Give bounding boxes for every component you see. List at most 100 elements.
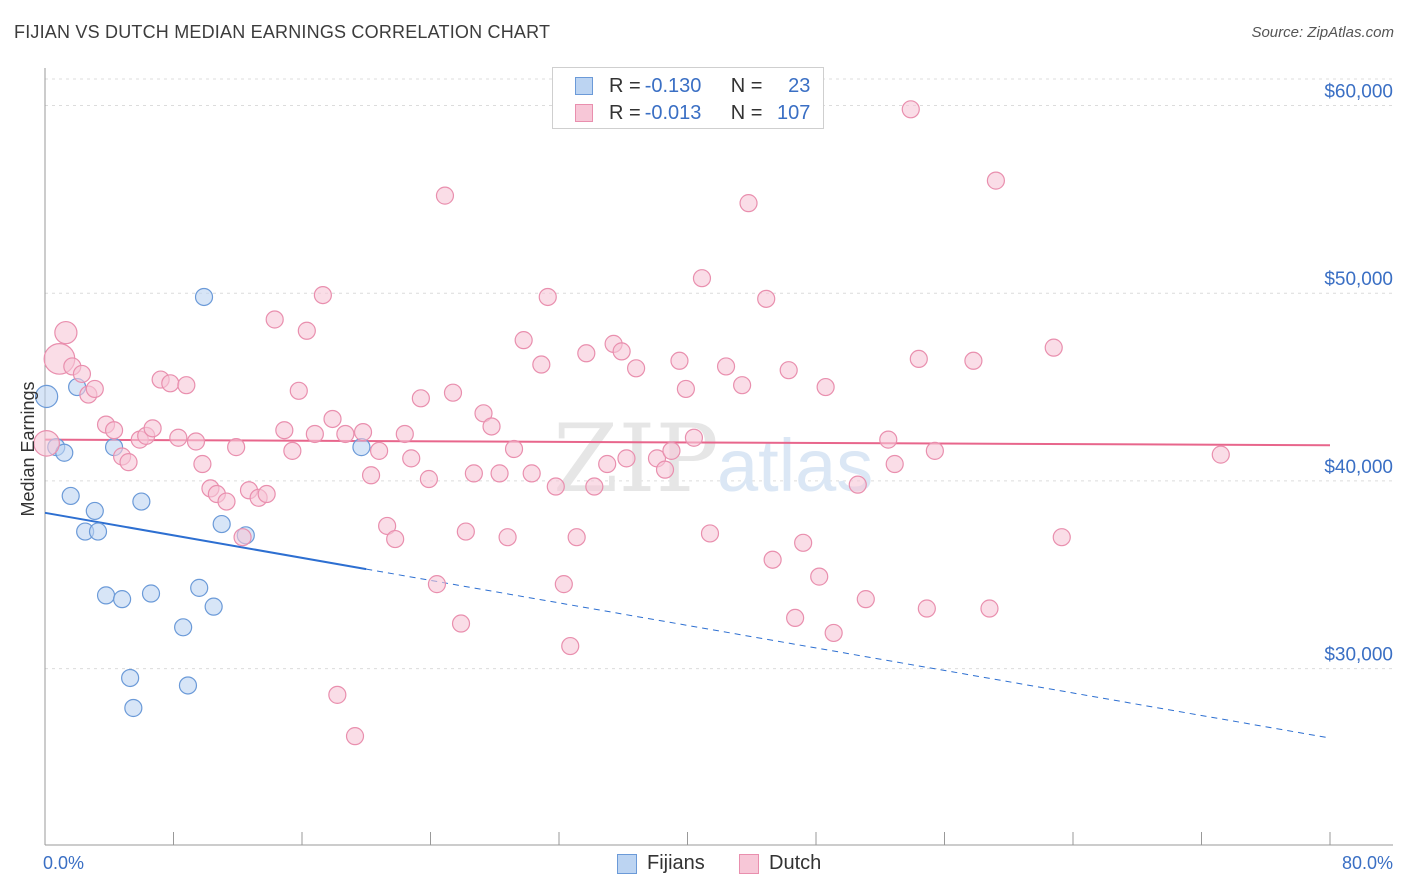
dutch-point bbox=[104, 421, 124, 440]
dutch-point bbox=[169, 428, 188, 447]
dutch-point bbox=[612, 342, 631, 361]
dutch-point bbox=[419, 469, 438, 489]
r-value: -0.130 bbox=[644, 74, 702, 97]
n-value: 107 bbox=[777, 101, 811, 124]
dutch-point bbox=[313, 285, 332, 305]
fijians-point bbox=[121, 668, 140, 688]
dutch-point bbox=[964, 351, 983, 370]
dutch-point bbox=[233, 528, 252, 547]
legend-row-fijians: R = -0.130 N = 23 bbox=[575, 74, 810, 98]
dutch-point bbox=[257, 484, 276, 504]
legend-row-dutch: R = -0.013 N = 107 bbox=[575, 101, 810, 125]
dutch-point bbox=[692, 269, 712, 288]
r-label: R = bbox=[609, 74, 641, 97]
dutch-point bbox=[297, 321, 316, 340]
x-tick-label-min: 0.0% bbox=[43, 853, 84, 873]
chart-title: FIJIAN VS DUTCH MEDIAN EARNINGS CORRELAT… bbox=[14, 22, 551, 42]
fijians-point bbox=[178, 676, 198, 695]
dutch-point bbox=[626, 359, 646, 378]
stats-legend: R = -0.130 N = 23 R = -0.013 N = 107 bbox=[552, 67, 824, 129]
dutch-point bbox=[810, 567, 829, 586]
fijians-legend-label: Fijians bbox=[647, 852, 705, 874]
dutch-point bbox=[33, 430, 60, 457]
fijians-point bbox=[204, 597, 223, 616]
gridlines bbox=[45, 78, 1393, 670]
dutch-point bbox=[655, 460, 675, 479]
fijians-point bbox=[132, 492, 151, 511]
dutch-point bbox=[514, 331, 533, 350]
dutch-point bbox=[498, 528, 517, 547]
r-value: -0.013 bbox=[644, 101, 702, 124]
dutch-point bbox=[577, 344, 596, 363]
dutch-point bbox=[482, 417, 501, 436]
dutch-point bbox=[786, 608, 805, 628]
fijians-point bbox=[174, 618, 193, 637]
dutch-point bbox=[386, 529, 405, 549]
dutch-point bbox=[824, 623, 843, 643]
dutch-point bbox=[676, 379, 695, 399]
y-axis-title: Median Earnings bbox=[18, 381, 38, 516]
fijians-point bbox=[124, 698, 143, 718]
dutch-point bbox=[443, 383, 463, 402]
dutch-point bbox=[561, 636, 580, 656]
watermark-zip: ZIP bbox=[553, 405, 719, 514]
dutch-point bbox=[554, 575, 573, 594]
dutch-point bbox=[546, 477, 565, 496]
dutch-point bbox=[186, 432, 206, 451]
dutch-point bbox=[119, 453, 138, 472]
dutch-point bbox=[856, 590, 875, 609]
dutch-point bbox=[217, 492, 236, 511]
dutch-point bbox=[848, 475, 867, 494]
dutch-point bbox=[617, 449, 636, 468]
dutch-point bbox=[227, 438, 246, 457]
fijians-point bbox=[88, 522, 108, 541]
dutch-point bbox=[143, 419, 162, 438]
dutch-point bbox=[733, 376, 752, 395]
dutch-point bbox=[598, 454, 617, 474]
dutch-points bbox=[33, 100, 1230, 746]
dutch-point bbox=[670, 351, 689, 370]
dutch-point bbox=[716, 357, 736, 376]
dutch-point bbox=[345, 727, 365, 746]
dutch-point bbox=[1211, 445, 1230, 464]
fijians-point bbox=[352, 438, 371, 457]
dutch-swatch bbox=[575, 104, 593, 122]
dutch-point bbox=[85, 379, 104, 399]
dutch-point bbox=[54, 320, 78, 345]
dutch-point bbox=[757, 289, 776, 308]
dutch-point bbox=[456, 522, 475, 541]
dutch-point bbox=[763, 550, 782, 569]
legend-item-dutch[interactable]: Dutch bbox=[739, 852, 821, 875]
dutch-point bbox=[980, 599, 999, 618]
y-tick-label: $60,000 bbox=[1324, 82, 1393, 103]
dutch-point bbox=[161, 374, 180, 393]
dutch-point bbox=[451, 614, 471, 633]
dutch-point bbox=[402, 449, 421, 468]
dutch-point bbox=[700, 524, 720, 543]
dutch-point bbox=[1044, 338, 1063, 357]
fijians-point bbox=[212, 514, 231, 534]
dutch-point bbox=[464, 464, 483, 483]
legend-item-fijians[interactable]: Fijians bbox=[617, 852, 705, 875]
dutch-point bbox=[879, 430, 898, 449]
dutch-legend-swatch bbox=[739, 853, 759, 874]
fijians-point bbox=[96, 586, 116, 605]
dutch-point bbox=[816, 377, 835, 397]
dutch-point bbox=[925, 441, 944, 460]
fijians-point bbox=[85, 501, 104, 521]
dutch-point bbox=[395, 424, 414, 444]
dutch-point bbox=[1052, 528, 1071, 547]
n-label: N = bbox=[730, 101, 763, 124]
dutch-point bbox=[585, 477, 604, 496]
fijians-point bbox=[34, 384, 59, 409]
dutch-point bbox=[378, 516, 397, 536]
dutch-point bbox=[538, 287, 557, 307]
fijians-point bbox=[194, 287, 214, 307]
dutch-point bbox=[265, 310, 284, 329]
dutch-point bbox=[177, 376, 196, 395]
fijians-points bbox=[34, 287, 371, 718]
fijians-trend-line bbox=[44, 511, 367, 571]
watermark-atlas: atlas bbox=[717, 424, 873, 507]
dutch-point bbox=[427, 575, 447, 594]
